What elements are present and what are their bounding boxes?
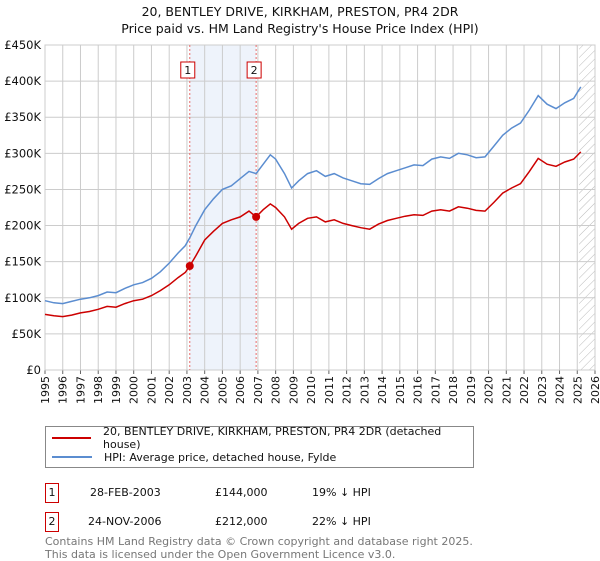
y-tick-label: £250K xyxy=(4,182,41,196)
transaction-date: 28-FEB-2003 xyxy=(90,486,161,499)
legend-label-hpi: HPI: Average price, detached house, Fyld… xyxy=(104,450,337,464)
y-tick-label: £0 xyxy=(26,363,41,377)
legend-swatch-hpi xyxy=(52,456,92,458)
legend-item-hpi: HPI: Average price, detached house, Fyld… xyxy=(52,449,336,465)
x-tick-label: 1998 xyxy=(92,376,105,404)
footer-copyright: Contains HM Land Registry data © Crown c… xyxy=(45,535,473,548)
sale-label-box xyxy=(180,61,196,79)
y-tick-label: £50K xyxy=(12,327,42,341)
x-tick-label: 2005 xyxy=(216,376,229,404)
y-tick-label: £400K xyxy=(4,74,41,88)
x-tick-label: 2010 xyxy=(305,376,318,404)
chart-title-line1: 20, BENTLEY DRIVE, KIRKHAM, PRESTON, PR4… xyxy=(141,4,459,19)
transaction-price: £212,000 xyxy=(215,515,268,528)
transaction-price: £144,000 xyxy=(215,486,268,499)
price-chart: 1995 1996 1997 1998 1999 2000 2001 2002 2003 2004… xyxy=(4,38,600,404)
x-tick-label: 2024 xyxy=(554,376,567,404)
x-tick-label: 1997 xyxy=(74,376,87,404)
x-tick-label: 2008 xyxy=(270,376,283,404)
footer: Contains HM Land Registry data © Crown c… xyxy=(45,535,473,561)
y-tick-label: £300K xyxy=(4,146,41,160)
y-tick-label: £450K xyxy=(4,38,41,52)
x-tick-label: 2023 xyxy=(536,376,549,404)
x-tick-label: 2011 xyxy=(323,376,336,404)
x-tick-label: 2017 xyxy=(429,376,442,404)
transaction-badge: 1 xyxy=(45,483,59,503)
sale-label: 2 xyxy=(251,64,258,77)
x-tick-label: 2016 xyxy=(412,376,425,404)
y-tick-label: £150K xyxy=(4,255,41,269)
x-tick-label: 2002 xyxy=(163,376,176,404)
x-tick-label: 2022 xyxy=(518,376,531,404)
sale-label: 1 xyxy=(184,64,191,77)
y-tick-label: £350K xyxy=(4,110,41,124)
x-tick-label: 2026 xyxy=(589,376,600,404)
x-tick-label: 2013 xyxy=(358,376,371,404)
footer-licence: This data is licensed under the Open Gov… xyxy=(45,548,396,561)
x-tick-label: 2004 xyxy=(199,376,212,404)
legend: 20, BENTLEY DRIVE, KIRKHAM, PRESTON, PR4… xyxy=(45,425,474,468)
x-tick-label: 2014 xyxy=(376,376,389,404)
x-tick-label: 1999 xyxy=(110,376,123,404)
sale-label-box xyxy=(246,61,262,79)
y-tick-label: £100K xyxy=(4,291,41,305)
x-tick-label: 2001 xyxy=(145,376,158,404)
x-tick-label: 2012 xyxy=(341,376,354,404)
sale-point xyxy=(252,212,261,221)
transaction-delta: 19% ↓ HPI xyxy=(312,486,371,499)
transaction-badge: 2 xyxy=(45,512,59,532)
x-tick-label: 2018 xyxy=(447,376,460,404)
forecast-hatch xyxy=(579,45,595,370)
x-tick-label: 2015 xyxy=(394,376,407,404)
legend-label-property: 20, BENTLEY DRIVE, KIRKHAM, PRESTON, PR4… xyxy=(103,425,442,451)
x-tick-label: 2025 xyxy=(571,376,584,404)
x-tick-label: 1995 xyxy=(39,376,52,404)
transaction-row: 2 24-NOV-2006 £212,000 22% ↓ HPI xyxy=(45,512,545,532)
chart-title-line2: Price paid vs. HM Land Registry's House … xyxy=(121,21,479,36)
transaction-row: 1 28-FEB-2003 £144,000 19% ↓ HPI xyxy=(45,483,545,503)
x-tick-label: 2006 xyxy=(234,376,247,404)
x-tick-label: 2003 xyxy=(181,376,194,404)
legend-swatch-property xyxy=(52,437,92,439)
ownership-period-shade xyxy=(189,45,257,370)
transaction-delta: 22% ↓ HPI xyxy=(312,515,371,528)
x-tick-label: 2000 xyxy=(128,376,141,404)
sale-point xyxy=(185,262,194,270)
property-price-line xyxy=(44,151,582,318)
hpi-line xyxy=(44,86,582,305)
x-tick-label: 2020 xyxy=(483,376,496,404)
x-tick-label: 2021 xyxy=(500,376,513,404)
x-tick-label: 2007 xyxy=(252,376,265,404)
y-tick-label: £200K xyxy=(4,219,41,233)
transaction-date: 24-NOV-2006 xyxy=(88,515,162,528)
legend-item-property: 20, BENTLEY DRIVE, KIRKHAM, PRESTON, PR4… xyxy=(52,425,473,451)
plot-frame xyxy=(44,44,596,371)
x-tick-label: 2009 xyxy=(287,376,300,404)
x-tick-label: 1996 xyxy=(57,376,70,404)
x-tick-label: 2019 xyxy=(465,376,478,404)
